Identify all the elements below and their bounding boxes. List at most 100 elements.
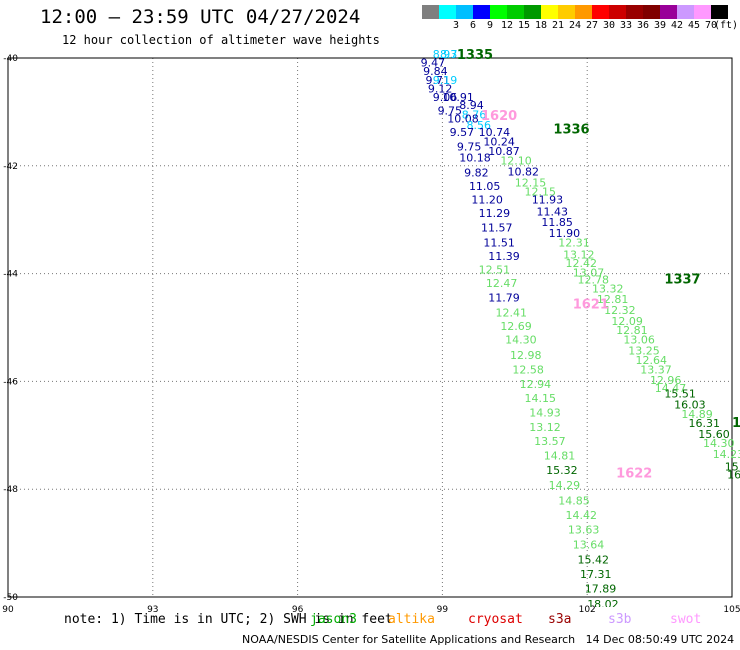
legend-swot: swot [670, 612, 702, 627]
colorbar-swatch [541, 5, 558, 19]
colorbar-swatch [677, 5, 694, 19]
wave-height-value: 15.42 [578, 554, 610, 567]
x-tick-label: 93 [147, 605, 158, 615]
wave-height-value: 9.82 [464, 167, 489, 180]
y-tick-label: -46 [3, 377, 18, 387]
colorbar-swatch [558, 5, 575, 19]
colorbar-swatch [609, 5, 626, 19]
wave-height-value: 17.31 [580, 568, 612, 581]
wave-height-value: 11.57 [481, 222, 512, 235]
colorbar-label: 42 [670, 20, 684, 31]
wave-height-value: 10.87 [488, 145, 519, 158]
wave-height-value: 11.51 [483, 237, 514, 250]
wave-height-value: 16 [727, 468, 740, 481]
wave-height-value: 9.75 [457, 141, 482, 154]
colorbar-label: 12 [500, 20, 514, 31]
colorbar-swatch [422, 5, 439, 19]
wave-height-value: 10.08 [447, 113, 479, 126]
pass-time-label: 1336 [553, 122, 589, 137]
wave-height-value: 12.58 [512, 363, 544, 376]
wave-height-value: 12.81 [616, 324, 648, 337]
legend-jason3: jason3 [310, 612, 357, 627]
wave-height-value: 8.76 [462, 108, 487, 121]
pass-time-label: 1621 [573, 298, 609, 313]
colorbar [422, 5, 728, 19]
wave-height-value: 10.24 [483, 135, 514, 148]
wave-height-value: 12.98 [510, 349, 542, 362]
wave-height-value: 12.96 [650, 374, 682, 387]
wave-height-value: 9.71 [426, 74, 451, 87]
wave-height-value: 13.37 [640, 363, 672, 376]
wave-height-value: 14.42 [565, 509, 597, 522]
wave-height-value: 14.29 [549, 479, 581, 492]
wave-height-value: 14.15 [524, 392, 556, 405]
wave-height-value: 8.93 [433, 48, 458, 61]
wave-height-value: 15.32 [546, 464, 578, 477]
wave-height-value: 8.71 [440, 48, 465, 61]
wave-height-value: 12.78 [578, 273, 610, 286]
wave-height-value: 11.90 [549, 227, 581, 240]
wave-height-value: 9.19 [433, 74, 458, 87]
wave-height-value: 8.56 [467, 119, 492, 132]
wave-height-value: 9.12 [428, 82, 453, 95]
footer-credit: NOAA/NESDIS Center for Satellite Applica… [242, 633, 735, 646]
colorbar-swatch [592, 5, 609, 19]
legend-s3b: s3b [608, 612, 632, 627]
wave-height-value: 13.64 [573, 538, 605, 551]
y-tick-label: -50 [3, 593, 18, 603]
wave-height-value: 9.47 [421, 57, 446, 70]
wave-height-value: 13.06 [623, 334, 655, 347]
wave-height-value: 13.57 [534, 435, 566, 448]
colorbar-swatch [711, 5, 728, 19]
colorbar-label: 45 [687, 20, 701, 31]
footer-note: note: 1) Time is in UTC; 2) SWH is in fe… [64, 612, 393, 627]
x-tick-label: 96 [292, 605, 304, 615]
wave-height-value: 12.41 [495, 307, 527, 320]
y-tick-label: -40 [3, 54, 18, 64]
colorbar-swatch [490, 5, 507, 19]
colorbar-label: 70 [704, 20, 718, 31]
colorbar-swatch [473, 5, 490, 19]
wave-height-value: 12.10 [500, 155, 532, 168]
wave-height-value: 12.32 [604, 304, 636, 317]
wave-height-value: 13.32 [592, 282, 624, 295]
wave-height-value: 12.31 [558, 237, 590, 250]
wave-height-value: 11.05 [469, 180, 501, 193]
colorbar-label: 27 [585, 20, 599, 31]
wave-height-value: 13.07 [573, 266, 605, 279]
y-tick-label: -44 [3, 270, 18, 280]
chart-subtitle: 12 hour collection of altimeter wave hei… [62, 33, 380, 47]
wave-height-value: 12.64 [635, 354, 667, 367]
wave-height-value: 11.29 [479, 207, 511, 220]
wave-height-value: 18.02 [587, 598, 619, 611]
colorbar-swatch [456, 5, 473, 19]
wave-height-value: 9.84 [423, 65, 448, 78]
x-tick-label: 102 [579, 605, 596, 615]
colorbar-swatch [643, 5, 660, 19]
wave-height-value: 12.09 [611, 315, 643, 328]
legend-altika: altika [388, 612, 435, 627]
wave-height-value: 9.57 [450, 126, 475, 139]
wave-height-value: 11.85 [541, 216, 573, 229]
colorbar-label: 6 [469, 20, 477, 31]
wave-height-value: 16.31 [689, 417, 721, 430]
colorbar-swatch [507, 5, 524, 19]
wave-height-value: 13.63 [568, 523, 600, 536]
colorbar-label: 9 [486, 20, 494, 31]
plot-frame [7, 57, 733, 598]
colorbar-label: 39 [653, 20, 667, 31]
wave-height-value: 12.69 [500, 320, 532, 333]
colorbar-label: 3 [452, 20, 460, 31]
colorbar-unit: (ft) [713, 20, 739, 31]
wave-height-value: 14.93 [529, 406, 561, 419]
wave-height-value: 9.06 [433, 91, 458, 104]
wave-height-value: 12.81 [597, 293, 629, 306]
pass-time-label: 1337 [664, 272, 700, 287]
colorbar-label: 36 [636, 20, 650, 31]
wave-height-value: 11.20 [471, 194, 503, 207]
pass-time-label: 1620 [481, 109, 517, 124]
colorbar-label: 21 [551, 20, 565, 31]
wave-height-value: 11.43 [537, 205, 569, 218]
legend-cryosat: cryosat [468, 612, 523, 627]
